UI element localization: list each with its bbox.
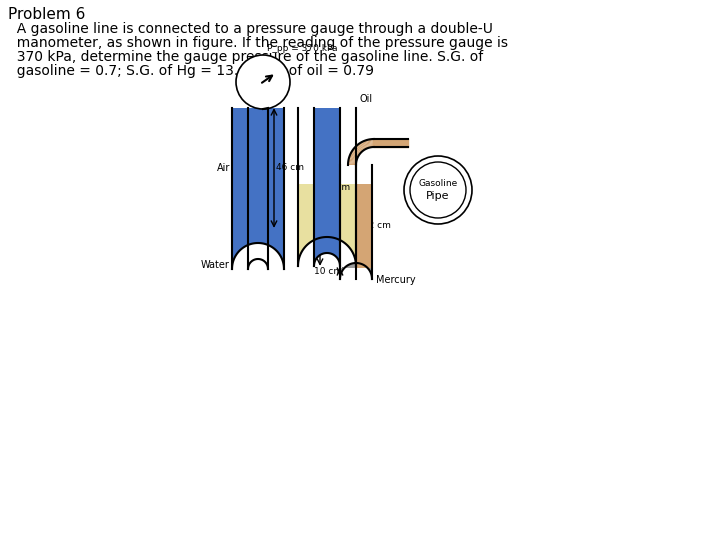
- Polygon shape: [369, 139, 371, 147]
- Polygon shape: [359, 143, 365, 150]
- Text: Oil: Oil: [360, 94, 373, 104]
- Text: A gasoline line is connected to a pressure gauge through a double-U: A gasoline line is connected to a pressu…: [8, 22, 493, 36]
- Text: P_pp = 370 kPa: P_pp = 370 kPa: [267, 44, 338, 53]
- Polygon shape: [362, 141, 366, 149]
- Polygon shape: [348, 162, 356, 164]
- Polygon shape: [350, 154, 358, 158]
- Polygon shape: [349, 157, 357, 160]
- Polygon shape: [356, 145, 362, 152]
- Polygon shape: [232, 108, 284, 269]
- Text: Air: Air: [217, 163, 230, 173]
- Text: Water: Water: [201, 260, 230, 270]
- Polygon shape: [356, 184, 372, 268]
- Text: gasoline = 0.7; S.G. of Hg = 13.6; S.G. of oil = 0.79: gasoline = 0.7; S.G. of Hg = 13.6; S.G. …: [8, 64, 374, 78]
- Polygon shape: [372, 139, 373, 147]
- Polygon shape: [372, 139, 374, 147]
- Polygon shape: [349, 156, 357, 159]
- Text: Mercury: Mercury: [376, 275, 415, 285]
- Polygon shape: [367, 140, 370, 147]
- Polygon shape: [298, 108, 356, 266]
- Polygon shape: [348, 158, 356, 161]
- Polygon shape: [348, 159, 356, 162]
- Polygon shape: [364, 140, 368, 148]
- Polygon shape: [370, 139, 372, 147]
- Polygon shape: [348, 161, 356, 163]
- Polygon shape: [363, 141, 367, 148]
- Polygon shape: [352, 151, 359, 156]
- Polygon shape: [351, 153, 358, 158]
- Polygon shape: [353, 149, 360, 155]
- Polygon shape: [357, 144, 363, 151]
- Polygon shape: [355, 146, 361, 153]
- Text: manometer, as shown in figure. If the reading of the pressure gauge is: manometer, as shown in figure. If the re…: [8, 36, 508, 50]
- Circle shape: [236, 55, 290, 109]
- Polygon shape: [314, 108, 340, 266]
- Polygon shape: [366, 140, 369, 148]
- Polygon shape: [361, 142, 366, 150]
- Text: Problem 6: Problem 6: [8, 7, 86, 22]
- Text: Gasoline: Gasoline: [418, 179, 458, 187]
- Text: 10 cm: 10 cm: [314, 267, 342, 276]
- Text: 370 kPa, determine the gauge pressure of the gasoline line. S.G. of: 370 kPa, determine the gauge pressure of…: [8, 50, 483, 64]
- Polygon shape: [351, 152, 359, 157]
- Polygon shape: [348, 164, 356, 165]
- Text: Pipe: Pipe: [426, 191, 450, 201]
- Polygon shape: [359, 144, 364, 151]
- Polygon shape: [354, 147, 361, 153]
- Text: 46 cm: 46 cm: [276, 164, 304, 172]
- Text: 22 cm: 22 cm: [363, 221, 391, 231]
- Polygon shape: [354, 148, 360, 154]
- Text: 60 cm: 60 cm: [322, 183, 350, 192]
- Circle shape: [406, 158, 470, 222]
- Polygon shape: [340, 263, 372, 279]
